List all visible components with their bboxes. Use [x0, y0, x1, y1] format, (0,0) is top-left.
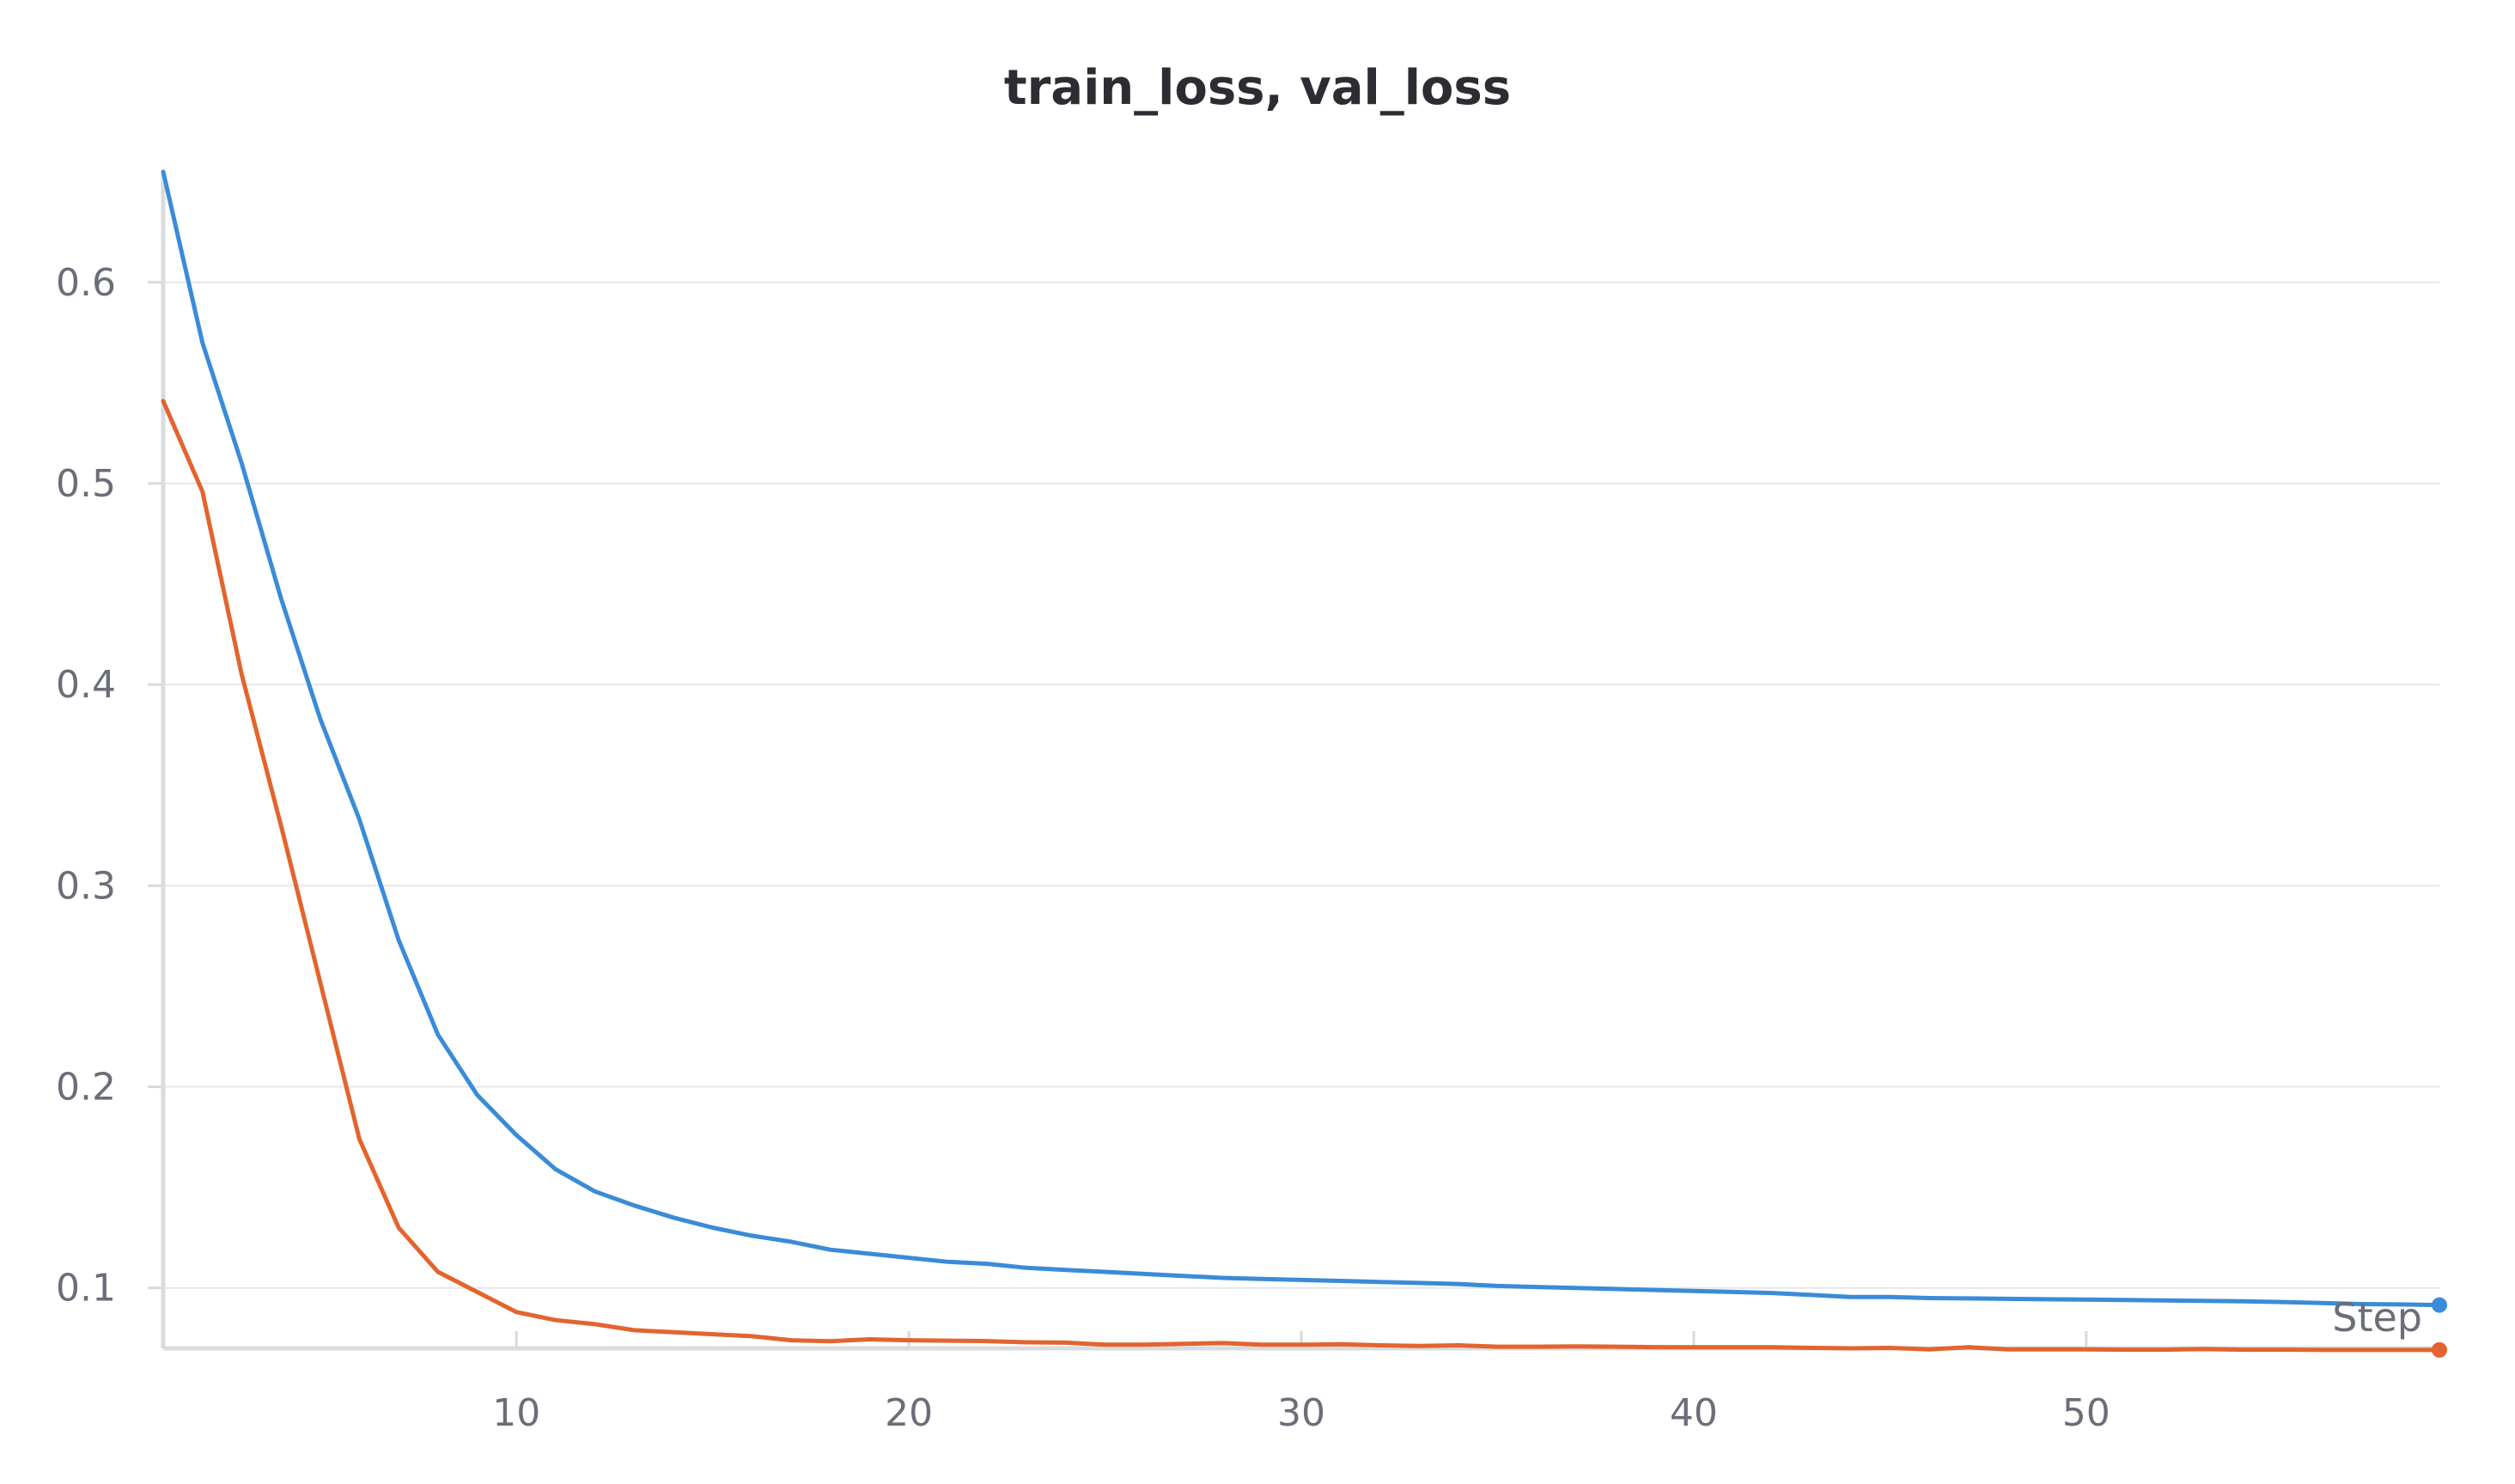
x-tick-label: 10: [492, 1391, 540, 1435]
x-axis-title: Step: [2332, 1294, 2422, 1341]
x-tick-label: 30: [1277, 1391, 1325, 1435]
y-tick-label: 0.1: [56, 1267, 116, 1311]
x-tick-label: 50: [2062, 1391, 2110, 1435]
x-tick-label: 20: [885, 1391, 933, 1435]
y-tick-label: 0.3: [56, 864, 116, 908]
series-end-marker-1: [2432, 1297, 2447, 1313]
gridlines: [163, 281, 2439, 1289]
y-tick-label: 0.2: [56, 1066, 116, 1110]
y-tick-label: 0.5: [56, 462, 116, 506]
x-tick-label: 40: [1670, 1391, 1718, 1435]
series-line-2: [161, 398, 2442, 1353]
series-lines: [161, 169, 2447, 1358]
axes: [148, 172, 2439, 1351]
tick-labels: 0.1 0.2 0.3 0.4 0.5 0.6 10 20 30 40 50 Step: [56, 261, 2422, 1435]
series-line-1: [161, 169, 2442, 1308]
chart-title: train_loss, val_loss: [1003, 60, 1512, 116]
series-end-marker-2: [2432, 1341, 2447, 1358]
y-tick-label: 0.4: [56, 663, 116, 707]
y-tick-label: 0.6: [56, 261, 116, 305]
